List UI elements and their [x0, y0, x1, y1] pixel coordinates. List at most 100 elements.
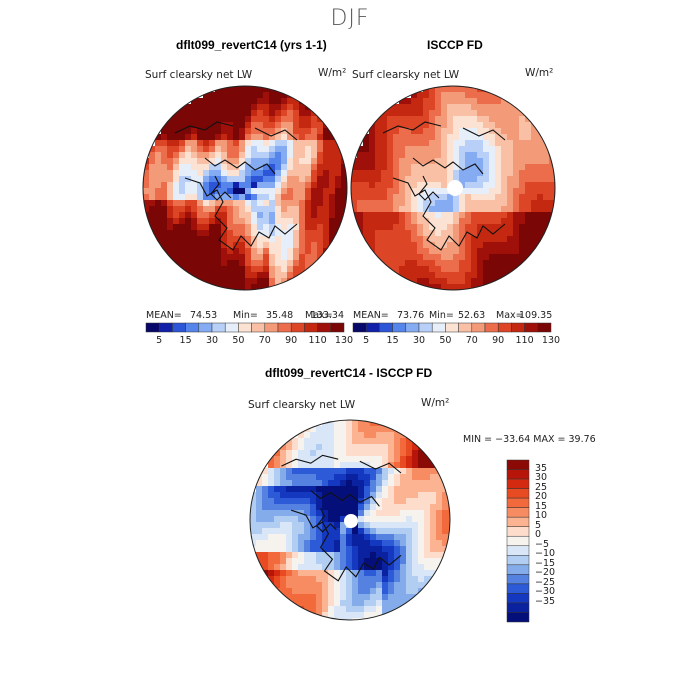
colorbar-swatch	[211, 322, 226, 333]
coastline	[382, 121, 442, 134]
colorbar-swatch	[506, 564, 530, 575]
colorbar-swatch	[352, 322, 367, 333]
colorbar-swatch	[506, 574, 530, 585]
difference-colorbar-tick-label: 15	[535, 500, 548, 512]
colorbar-swatch	[506, 555, 530, 566]
colorbar-swatch	[198, 322, 213, 333]
panel-obs-min-label: Min=	[429, 310, 454, 321]
coastline	[359, 460, 402, 474]
colorbar-swatch	[317, 322, 332, 333]
coastline	[204, 157, 276, 175]
coastline	[210, 175, 232, 201]
colorbar-swatch	[405, 322, 420, 333]
model-colorbar-tick-label: 5	[156, 335, 163, 346]
difference-colorbar	[506, 459, 530, 623]
difference-colorbar-tick-label: −25	[535, 576, 556, 588]
colorbar-swatch	[431, 322, 446, 333]
difference-colorbar-tick-label: −10	[535, 548, 556, 560]
coastline	[254, 127, 298, 141]
difference-colorbar-tick-label: 25	[535, 481, 548, 493]
colorbar-swatch	[537, 322, 552, 333]
panel-model-mean: 74.53	[190, 310, 218, 321]
difference-colorbar-tick-label: 30	[535, 472, 548, 484]
colorbar-swatch	[506, 478, 530, 489]
colorbar-swatch	[172, 322, 186, 333]
obs-colorbar-tick-label: 110	[515, 335, 534, 346]
model-colorbar-tick-label: 30	[205, 335, 219, 346]
difference-colorbar-tick-label: 5	[535, 519, 542, 531]
difference-colorbar-tick-label: 35	[535, 462, 548, 474]
panel-obs-variable: Surf clearsky net LW	[352, 69, 460, 81]
colorbar-swatch	[277, 322, 292, 333]
difference-units: W/m²	[421, 397, 450, 409]
difference-colorbar-tick-label: 20	[535, 491, 548, 503]
colorbar-swatch	[506, 488, 530, 499]
difference-colorbar-tick-label: 10	[535, 510, 548, 522]
difference-variable: Surf clearsky net LW	[248, 399, 356, 411]
obs-colorbar-tick-label: 15	[386, 335, 399, 346]
model-colorbar-tick-label: 50	[232, 335, 245, 346]
panel-model-units: W/m²	[318, 67, 347, 79]
colorbar-swatch	[506, 507, 530, 518]
colorbar-swatch	[365, 322, 380, 333]
colorbar-swatch	[506, 602, 530, 613]
obs-colorbar-tick-label: 130	[541, 335, 561, 346]
pole-gap	[447, 180, 463, 196]
coastline	[310, 490, 380, 507]
model-colorbar-tick-label: 90	[285, 335, 298, 346]
colorbar-swatch	[506, 545, 530, 556]
colorbar-swatch	[506, 459, 530, 470]
colorbar-swatch	[458, 322, 473, 333]
coastline	[315, 507, 337, 533]
panel-obs-mean-label: MEAN=	[353, 310, 389, 321]
panel-obs-units: W/m²	[525, 67, 554, 79]
colorbar-swatch	[484, 322, 499, 333]
colorbar-swatch	[506, 516, 530, 527]
colorbar-swatch	[418, 322, 433, 333]
colorbar-swatch	[506, 526, 530, 537]
colorbar-swatch	[506, 583, 530, 594]
colorbar-swatch	[379, 322, 393, 333]
model-colorbar	[145, 322, 345, 333]
panel-model-max: 133.34	[310, 310, 344, 321]
difference-colorbar-tick-label: −5	[535, 538, 550, 550]
panel-model-min-label: Min=	[233, 310, 258, 321]
panel-model-mean-label: MEAN=	[146, 310, 182, 321]
panel-obs-max-label: Max=	[496, 310, 524, 321]
difference-stats: MIN = −33.64 MAX = 39.76	[463, 434, 596, 445]
difference-colorbar-tick-label: −20	[535, 567, 556, 579]
colorbar-swatch	[290, 322, 305, 333]
panel-model-title: dflt099_revertC14 (yrs 1-1)	[176, 38, 327, 52]
difference-colorbar-tick-label: 0	[535, 529, 542, 541]
model-colorbar-tick-label: 130	[334, 335, 354, 346]
model-colorbar-tick-label: 70	[258, 335, 271, 346]
colorbar-swatch	[238, 322, 252, 333]
colorbar-swatch	[251, 322, 266, 333]
coastline	[462, 127, 506, 141]
panel-obs-title: ISCCP FD	[427, 38, 483, 52]
obs-colorbar-tick-label: 70	[465, 335, 478, 346]
coastline	[418, 175, 440, 201]
colorbar-swatch	[304, 322, 318, 333]
panel-obs-min: 52.63	[458, 310, 486, 321]
colorbar-swatch	[185, 322, 200, 333]
colorbar-swatch	[224, 322, 239, 333]
colorbar-swatch	[511, 322, 525, 333]
colorbar-swatch	[392, 322, 407, 333]
coastline	[174, 121, 234, 134]
panel-model-variable: Surf clearsky net LW	[145, 69, 253, 81]
obs-colorbar-tick-label: 50	[439, 335, 452, 346]
colorbar-swatch	[330, 322, 345, 333]
obs-map-border	[350, 85, 556, 291]
colorbar-swatch	[158, 322, 173, 333]
obs-colorbar-tick-label: 90	[492, 335, 505, 346]
obs-colorbar-tick-label: 5	[363, 335, 370, 346]
colorbar-swatch	[145, 322, 160, 333]
difference-map-border	[249, 419, 451, 621]
obs-colorbar	[352, 322, 552, 333]
colorbar-swatch	[506, 535, 530, 547]
colorbar-swatch	[445, 322, 459, 333]
model-colorbar-tick-label: 15	[179, 335, 192, 346]
panel-obs-max: 109.35	[519, 310, 553, 321]
